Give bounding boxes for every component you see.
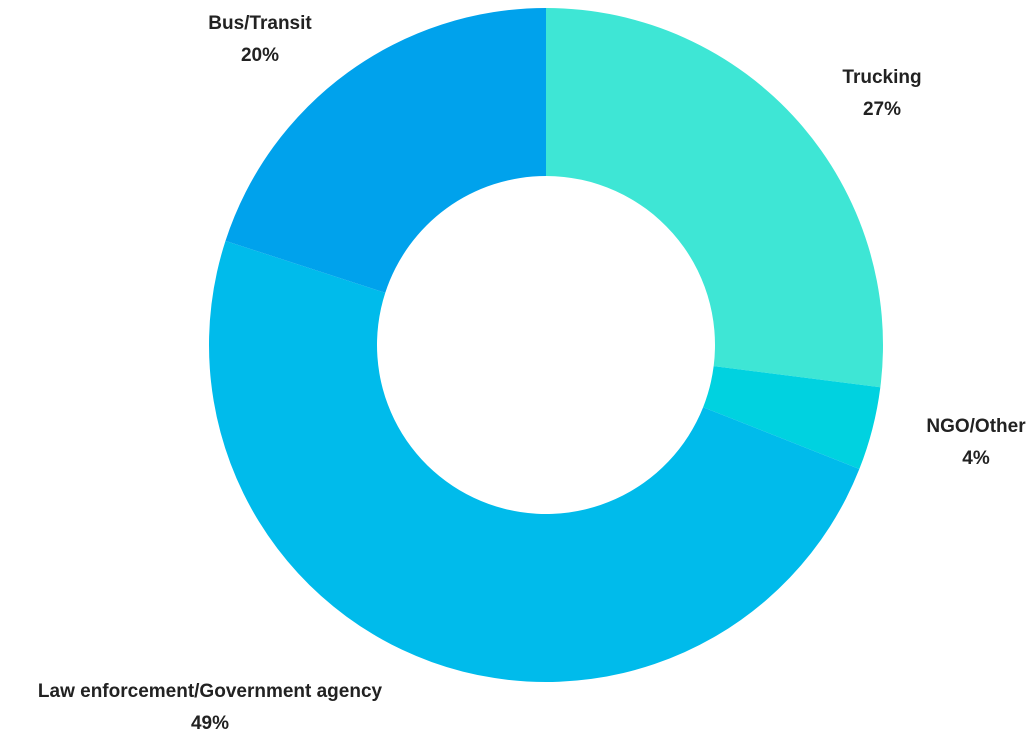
slice-percent-label: 20% xyxy=(241,45,279,66)
donut-slices xyxy=(209,8,883,682)
slice-category-label: NGO/Other xyxy=(926,416,1026,437)
slice-category-label: Law enforcement/Government agency xyxy=(38,681,383,702)
slice-percent-label: 27% xyxy=(863,99,901,120)
slice-labels: Trucking 27% NGO/Other 4% Law enforcement/Go… xyxy=(38,13,1026,732)
slice-percent-label: 4% xyxy=(962,448,990,469)
slice-bus-transit[interactable] xyxy=(225,8,546,293)
slice-trucking[interactable] xyxy=(546,8,883,388)
slice-percent-label: 49% xyxy=(191,713,229,732)
slice-ngo-other[interactable] xyxy=(703,366,881,470)
slice-law-enforcement-government-agency[interactable] xyxy=(209,240,860,682)
slice-category-label: Trucking xyxy=(842,67,921,88)
slice-category-label: Bus/Transit xyxy=(208,13,312,34)
